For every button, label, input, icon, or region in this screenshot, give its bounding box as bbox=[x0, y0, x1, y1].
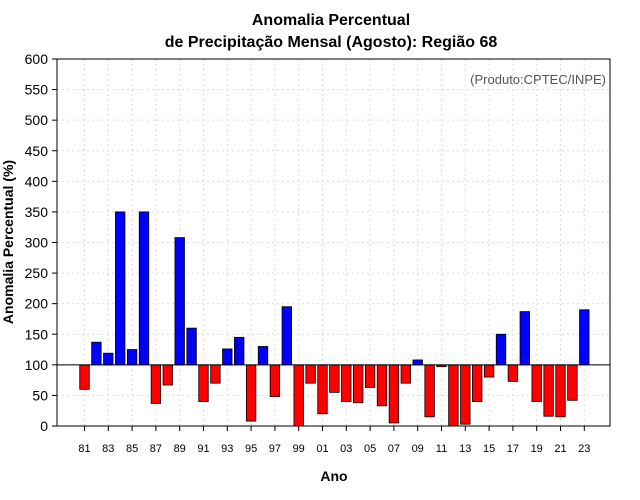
y-tick-label: 550 bbox=[25, 82, 49, 98]
bar-86 bbox=[138, 211, 150, 366]
x-tick-label: 11 bbox=[436, 443, 447, 455]
y-tick-label: 600 bbox=[25, 51, 49, 67]
bar-13 bbox=[460, 364, 471, 425]
y-tick-label: 500 bbox=[25, 112, 49, 128]
bar-91 bbox=[198, 364, 209, 402]
bar-96 bbox=[257, 346, 269, 366]
x-tick-label: 81 bbox=[78, 443, 90, 455]
x-tick-label: 01 bbox=[316, 443, 328, 455]
bar-12 bbox=[448, 364, 459, 427]
chart-title-line2: de Precipitação Mensal (Agosto): Região … bbox=[165, 34, 498, 51]
bar-98 bbox=[281, 306, 292, 366]
x-tick-label: 19 bbox=[531, 443, 543, 455]
y-tick-label: 200 bbox=[25, 296, 49, 312]
bar-17 bbox=[507, 364, 519, 382]
x-tick-label: 09 bbox=[412, 443, 424, 455]
bar-03 bbox=[341, 364, 352, 402]
bar-92 bbox=[210, 364, 221, 384]
bar-07 bbox=[388, 364, 400, 424]
x-tick-label: 17 bbox=[507, 443, 519, 455]
x-tick-label: 21 bbox=[554, 443, 566, 455]
bar-15 bbox=[483, 364, 495, 378]
bar-90 bbox=[186, 327, 197, 366]
bar-10 bbox=[424, 364, 435, 418]
bar-85 bbox=[126, 349, 138, 366]
x-axis-ticks: 81 83 85 87 89 91 93 95 97 99 01 03 05 07 09 11 13 15 17 19… bbox=[78, 426, 590, 455]
bar-08 bbox=[400, 364, 411, 384]
x-tick-label: 13 bbox=[459, 443, 471, 455]
bar-20 bbox=[543, 364, 554, 417]
bar-09 bbox=[412, 359, 423, 366]
x-tick-label: 91 bbox=[197, 443, 209, 455]
bar-94 bbox=[234, 336, 245, 366]
x-tick-label: 85 bbox=[126, 443, 138, 455]
x-tick-label: 97 bbox=[269, 443, 281, 455]
bar-97 bbox=[269, 364, 281, 398]
x-tick-label: 05 bbox=[364, 443, 376, 455]
y-tick-label: 250 bbox=[25, 265, 49, 281]
x-tick-label: 99 bbox=[293, 443, 305, 455]
product-credit: (Produto:CPTEC/INPE) bbox=[470, 72, 606, 87]
bar-84 bbox=[115, 211, 126, 366]
bar-14 bbox=[472, 364, 483, 402]
y-tick-label: 300 bbox=[25, 235, 49, 251]
bars bbox=[79, 211, 590, 427]
bar-00 bbox=[305, 364, 316, 384]
bar-89 bbox=[174, 237, 185, 366]
bar-18 bbox=[519, 311, 530, 366]
bar-99 bbox=[293, 364, 304, 427]
y-axis-title: Anomalia Percentual (%) bbox=[0, 160, 16, 324]
y-tick-label: 400 bbox=[25, 173, 49, 189]
bar-19 bbox=[531, 364, 542, 402]
bar-16 bbox=[495, 333, 507, 366]
bar-01 bbox=[317, 364, 328, 415]
bar-88 bbox=[162, 364, 173, 386]
y-axis-ticks: 0 50 100 150 200 250 300 350 400 450 500 550 600 bbox=[25, 51, 57, 434]
bar-04 bbox=[353, 364, 364, 404]
x-tick-label: 83 bbox=[102, 443, 114, 455]
bar-21 bbox=[555, 364, 566, 418]
x-tick-label: 95 bbox=[245, 443, 257, 455]
bar-87 bbox=[150, 364, 162, 404]
x-tick-label: 03 bbox=[340, 443, 352, 455]
bar-23 bbox=[579, 309, 590, 366]
x-tick-label: 89 bbox=[174, 443, 186, 455]
x-tick-label: 93 bbox=[221, 443, 233, 455]
bar-95 bbox=[245, 364, 257, 422]
y-tick-label: 350 bbox=[25, 204, 49, 220]
y-tick-label: 150 bbox=[25, 326, 49, 342]
y-tick-label: 450 bbox=[25, 143, 49, 159]
x-tick-label: 07 bbox=[388, 443, 400, 455]
x-tick-label: 87 bbox=[150, 443, 162, 455]
bar-02 bbox=[329, 364, 340, 393]
bar-05 bbox=[364, 364, 376, 388]
bar-06 bbox=[376, 364, 388, 407]
y-tick-label: 100 bbox=[25, 357, 49, 373]
bar-22 bbox=[567, 364, 578, 401]
bar-81 bbox=[79, 364, 90, 390]
x-tick-label: 23 bbox=[578, 443, 590, 455]
x-tick-label: 15 bbox=[483, 443, 495, 455]
chart-title-line1: Anomalia Percentual bbox=[252, 12, 410, 29]
x-axis-title: Ano bbox=[320, 468, 347, 484]
y-tick-label: 50 bbox=[32, 387, 48, 403]
bar-93 bbox=[222, 348, 233, 366]
y-tick-label: 0 bbox=[40, 418, 48, 434]
bar-83 bbox=[103, 352, 114, 366]
bar-82 bbox=[91, 341, 102, 366]
